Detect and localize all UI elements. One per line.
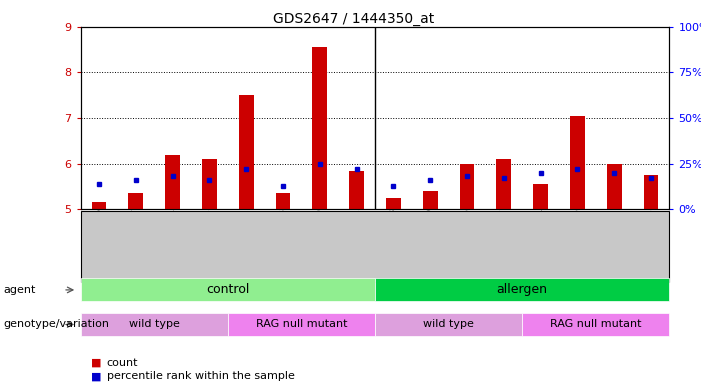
Text: GDS2647 / 1444350_at: GDS2647 / 1444350_at [273, 12, 435, 25]
Bar [165, 155, 180, 209]
Bar [349, 170, 364, 209]
Bar [275, 193, 290, 209]
Bar [533, 184, 548, 209]
Text: agent: agent [4, 285, 36, 295]
Text: genotype/variation: genotype/variation [4, 319, 109, 329]
Text: count: count [107, 358, 138, 368]
Bar [202, 159, 217, 209]
Text: wild type: wild type [423, 319, 474, 329]
Bar [313, 47, 327, 209]
Bar [386, 198, 401, 209]
Bar [644, 175, 658, 209]
Text: wild type: wild type [129, 319, 179, 329]
Bar [239, 95, 254, 209]
Bar [128, 193, 143, 209]
Bar [496, 159, 511, 209]
Text: allergen: allergen [497, 283, 547, 296]
Text: RAG null mutant: RAG null mutant [550, 319, 641, 329]
Bar [570, 116, 585, 209]
Bar [423, 191, 437, 209]
Text: RAG null mutant: RAG null mutant [256, 319, 347, 329]
Text: percentile rank within the sample: percentile rank within the sample [107, 371, 294, 381]
Bar [460, 164, 475, 209]
Bar [607, 164, 622, 209]
Text: ■: ■ [91, 358, 102, 368]
Bar [92, 202, 107, 209]
Text: control: control [206, 283, 250, 296]
Text: ■: ■ [91, 371, 102, 381]
